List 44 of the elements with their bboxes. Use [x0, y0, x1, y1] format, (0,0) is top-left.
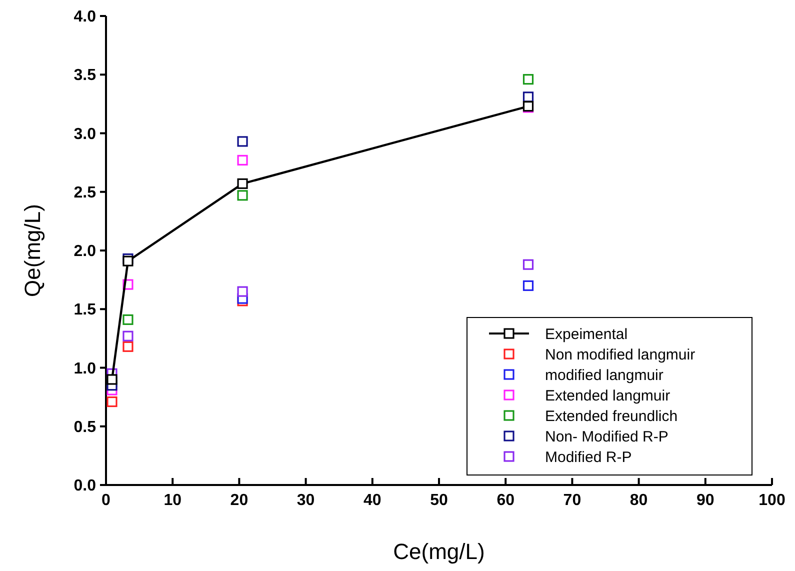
x-tick-label: 10	[164, 492, 182, 509]
x-tick-label: 80	[630, 492, 648, 509]
point	[122, 330, 134, 342]
y-tick-label: 2.5	[74, 184, 96, 202]
y-tick-label: 4.0	[74, 8, 96, 26]
point	[122, 256, 134, 266]
y-tick-label: 1.0	[74, 360, 96, 378]
x-tick-label: 0	[102, 492, 111, 509]
y-tick-label: 0.0	[74, 478, 96, 495]
point	[237, 136, 248, 147]
legend-label: Extended freundlich	[545, 408, 678, 425]
point	[106, 374, 118, 385]
point	[106, 396, 118, 408]
point	[522, 74, 534, 85]
legend-label: Non- Modified R-P	[545, 428, 668, 446]
point	[237, 178, 248, 189]
point	[522, 280, 534, 291]
point	[237, 154, 248, 166]
point	[522, 259, 534, 270]
legend-label: Modified R-P	[545, 448, 632, 466]
legend-label: Expeimental	[545, 326, 628, 343]
point	[237, 286, 248, 297]
legend-label: Extended langmuir	[545, 387, 670, 404]
point	[522, 92, 534, 102]
point	[122, 341, 134, 352]
y-axis-title: Qe(mg/L)	[20, 204, 45, 297]
y-tick-label: 3.5	[74, 67, 96, 84]
legend-label: modified langmuir	[545, 366, 664, 384]
x-tick-label: 70	[563, 492, 582, 509]
x-axis-title: Ce(mg/L)	[393, 539, 485, 564]
y-tick-label: 1.5	[74, 302, 96, 319]
y-tick-label: 3.0	[74, 126, 96, 143]
point	[122, 314, 134, 325]
x-tick-label: 20	[230, 492, 248, 509]
x-tick-label: 30	[296, 492, 315, 509]
x-tick-label: 90	[696, 492, 714, 509]
point	[237, 190, 248, 201]
x-tick-label: 50	[430, 492, 448, 509]
x-tick-label: 60	[496, 492, 515, 509]
x-tick-label: 100	[758, 492, 786, 509]
y-tick-label: 2.0	[74, 243, 96, 260]
y-tick-label: 0.5	[74, 418, 96, 436]
x-tick-label: 40	[364, 492, 382, 509]
legend-label: Non modified langmuir	[545, 346, 696, 364]
